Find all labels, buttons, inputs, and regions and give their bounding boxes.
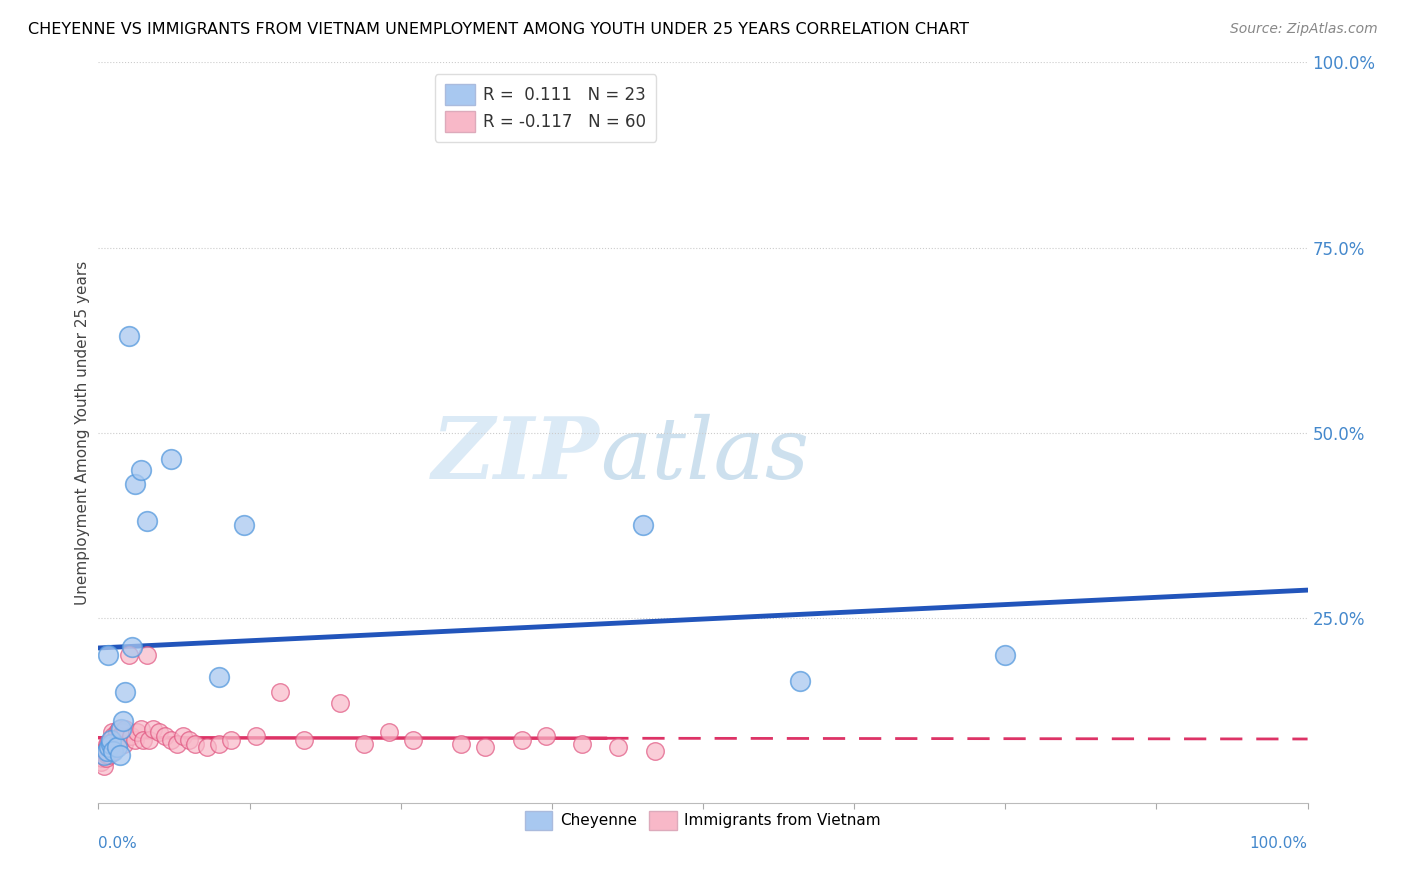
Point — [353, 737, 375, 751]
Point — [148, 725, 170, 739]
Point — [108, 747, 131, 762]
Point — [91, 751, 114, 765]
Point — [208, 670, 231, 684]
Point — [100, 732, 122, 747]
Point — [105, 740, 128, 755]
Point — [100, 732, 122, 747]
Point — [135, 648, 157, 662]
Point — [124, 477, 146, 491]
Point — [160, 451, 183, 466]
Text: 100.0%: 100.0% — [1250, 836, 1308, 851]
Point — [329, 696, 352, 710]
Point — [474, 740, 496, 755]
Point — [112, 737, 135, 751]
Point — [110, 722, 132, 736]
Point — [107, 732, 129, 747]
Point — [402, 732, 425, 747]
Point — [607, 740, 630, 755]
Point — [121, 640, 143, 655]
Point — [97, 737, 120, 751]
Point — [93, 744, 115, 758]
Text: Source: ZipAtlas.com: Source: ZipAtlas.com — [1230, 22, 1378, 37]
Point — [127, 725, 149, 739]
Point — [221, 732, 243, 747]
Point — [132, 732, 155, 747]
Point — [96, 737, 118, 751]
Point — [166, 737, 188, 751]
Point — [450, 737, 472, 751]
Point — [153, 729, 176, 743]
Point — [94, 751, 117, 765]
Point — [120, 729, 142, 743]
Point — [108, 722, 131, 736]
Point — [100, 725, 122, 739]
Point — [160, 732, 183, 747]
Point — [90, 755, 112, 769]
Point — [510, 732, 533, 747]
Point — [110, 732, 132, 747]
Point — [195, 740, 218, 755]
Point — [101, 744, 124, 758]
Point — [101, 744, 124, 758]
Point — [97, 744, 120, 758]
Point — [184, 737, 207, 751]
Point — [100, 737, 122, 751]
Legend: Cheyenne, Immigrants from Vietnam: Cheyenne, Immigrants from Vietnam — [519, 805, 887, 836]
Point — [571, 737, 593, 751]
Point — [100, 740, 122, 755]
Point — [631, 518, 654, 533]
Point — [98, 740, 121, 755]
Point — [101, 729, 124, 743]
Text: 0.0%: 0.0% — [98, 836, 138, 851]
Point — [108, 729, 131, 743]
Point — [114, 722, 136, 736]
Point — [129, 722, 152, 736]
Point — [118, 648, 141, 662]
Text: CHEYENNE VS IMMIGRANTS FROM VIETNAM UNEMPLOYMENT AMONG YOUTH UNDER 25 YEARS CORR: CHEYENNE VS IMMIGRANTS FROM VIETNAM UNEM… — [28, 22, 969, 37]
Point — [111, 725, 134, 739]
Point — [377, 725, 399, 739]
Point — [142, 722, 165, 736]
Point — [105, 725, 128, 739]
Point — [111, 714, 134, 729]
Text: atlas: atlas — [600, 414, 810, 496]
Y-axis label: Unemployment Among Youth under 25 years: Unemployment Among Youth under 25 years — [75, 260, 90, 605]
Point — [534, 729, 557, 743]
Point — [269, 685, 291, 699]
Point — [138, 732, 160, 747]
Point — [994, 648, 1017, 662]
Point — [124, 732, 146, 747]
Point — [208, 737, 231, 751]
Point — [104, 740, 127, 755]
Text: ZIP: ZIP — [433, 413, 600, 497]
Point — [232, 518, 254, 533]
Point — [172, 729, 194, 743]
Point — [644, 744, 666, 758]
Point — [114, 685, 136, 699]
Point — [93, 747, 115, 762]
Point — [96, 747, 118, 762]
Point — [129, 462, 152, 476]
Point — [245, 729, 267, 743]
Point — [100, 737, 122, 751]
Point — [292, 732, 315, 747]
Point — [93, 758, 115, 772]
Point — [789, 673, 811, 688]
Point — [103, 732, 125, 747]
Point — [96, 744, 118, 758]
Point — [135, 515, 157, 529]
Point — [118, 329, 141, 343]
Point — [98, 747, 121, 762]
Point — [97, 648, 120, 662]
Point — [179, 732, 201, 747]
Point — [91, 747, 114, 762]
